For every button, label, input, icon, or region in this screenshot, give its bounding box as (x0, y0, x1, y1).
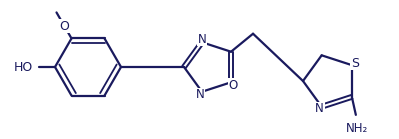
Text: S: S (351, 57, 359, 70)
Text: N: N (196, 88, 204, 101)
Text: O: O (228, 79, 238, 92)
Text: N: N (198, 33, 206, 46)
Text: N: N (315, 102, 324, 115)
Text: HO: HO (14, 60, 33, 74)
Text: O: O (59, 20, 69, 33)
Text: NH₂: NH₂ (346, 122, 368, 135)
